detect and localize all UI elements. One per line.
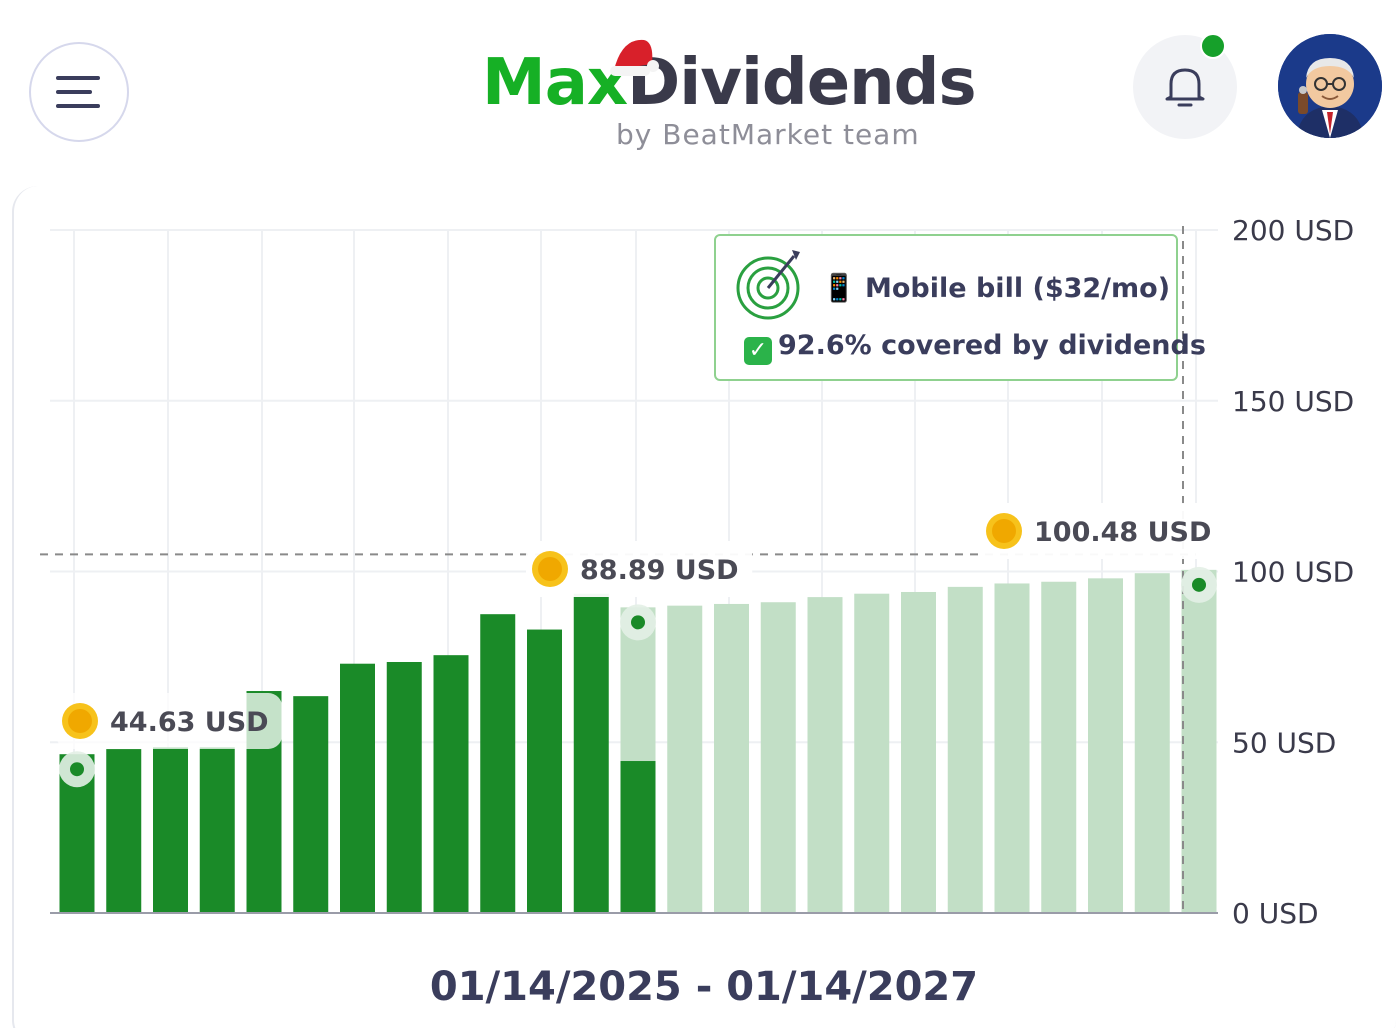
marker-label-bg [56,693,283,749]
marker-dot [1192,577,1206,592]
check-box-icon: ✓ [744,337,772,365]
y-tick-label: 0 USD [1232,897,1319,930]
goal-tooltip: 📱 Mobile bill ($32/mo) ✓ 92.6% covered by… [714,234,1206,381]
bar [199,747,235,913]
coin-icon-inner [992,519,1016,543]
chart-card [12,186,1396,1028]
bar [620,761,656,913]
y-tick-label: 150 USD [1232,385,1354,418]
y-tick-label: 100 USD [1232,556,1354,589]
bar [433,655,469,913]
bar [386,661,422,913]
goal-coverage: ✓ 92.6% covered by dividends [744,330,1206,365]
bar [293,696,329,913]
y-tick-label: 50 USD [1232,726,1336,759]
bar [1181,569,1217,913]
logo-title: MaxDividends [482,46,977,120]
goal-coverage-text: 92.6% covered by dividends [778,330,1206,361]
bar [901,591,936,913]
coin-icon-inner [538,557,562,581]
santa-hat-icon [610,39,659,76]
bar [527,629,562,913]
y-tick-label: 200 USD [1232,214,1354,247]
avatar[interactable] [1278,34,1382,138]
bar [153,747,188,913]
bar [667,605,703,913]
target-icon [736,250,800,320]
logo-subtitle: by BeatMarket team [616,118,920,151]
bar [714,603,749,913]
marker-label-bg [980,503,1224,559]
bar [854,593,890,913]
logo-max: Max [482,46,628,120]
hamburger-icon [56,76,100,108]
menu-button[interactable] [29,42,129,142]
notification-dot [1200,33,1226,59]
marker-dot [631,615,645,630]
logo-dividends: Dividends [627,46,976,120]
bar [573,593,609,913]
coin-icon-inner [68,709,92,733]
bar [480,614,516,913]
bell-icon [1165,68,1205,107]
bar [807,597,843,913]
marker-dot [70,762,84,777]
bar [340,663,375,913]
bar [1088,578,1123,913]
bar [106,749,142,913]
logo[interactable]: MaxDividends by BeatMarket team [482,38,977,158]
bar [994,583,1030,913]
goal-title: 📱 Mobile bill ($32/mo) [822,273,1171,304]
marker-label-bg [526,541,753,597]
date-range: 01/14/2025 - 01/14/2027 [429,964,979,1010]
bar [947,586,983,913]
bar [760,602,796,913]
avatar-illustration-icon [1278,34,1382,138]
marker-value-label: 88.89 USD [580,555,739,586]
bar [1041,581,1077,913]
marker-value-label: 100.48 USD [1034,517,1211,548]
bar [1134,573,1170,913]
marker-value-label: 44.63 USD [110,707,269,738]
